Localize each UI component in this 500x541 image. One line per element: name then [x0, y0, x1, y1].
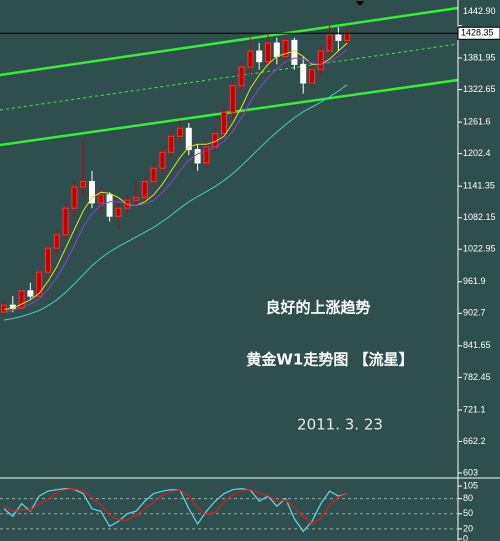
annotation: 2011. 3. 23	[297, 416, 383, 434]
candle-body	[221, 111, 227, 135]
y-tick-label: 0	[463, 533, 468, 541]
y-tick-label: 1261.6	[463, 116, 491, 126]
last-price-box	[457, 26, 500, 40]
y-tick-label: 1381.95	[463, 52, 496, 62]
candle-body	[27, 290, 34, 297]
candle-body	[133, 197, 139, 201]
y-tick-label: 1322.65	[463, 84, 496, 94]
trend-line	[0, 6, 459, 77]
candle-body	[203, 146, 210, 164]
y-tick-label: 603	[463, 467, 478, 477]
y-tick-label: 1082.15	[463, 212, 496, 222]
y-tick-label: 961.9	[463, 276, 486, 286]
candle-body	[159, 151, 166, 169]
candle-body	[335, 34, 342, 41]
candle-body	[1, 304, 7, 313]
candle-body	[89, 181, 95, 204]
y-tick-label: 841.65	[463, 340, 491, 350]
candle-body	[141, 181, 148, 199]
candle-body	[273, 42, 280, 57]
y-tick-label: 902.7	[463, 308, 486, 318]
y-tick-label: 1141.35	[463, 181, 495, 191]
y-tick-label: 1202.4	[463, 148, 491, 158]
candle-body	[229, 85, 236, 113]
candle-body	[256, 50, 263, 63]
candle-body	[309, 69, 315, 84]
annotation: 良好的上涨趋势	[265, 299, 370, 317]
candle-body	[80, 181, 87, 188]
annotation: 黄金W1走势图 【流星】	[246, 351, 413, 369]
oscillator-line	[3, 488, 348, 525]
candle-body	[247, 50, 254, 68]
y-tick-label: 80	[463, 493, 473, 503]
candle-body	[177, 127, 183, 137]
candle-body	[282, 39, 289, 57]
candle-body	[97, 194, 104, 204]
oscillator-line	[3, 487, 348, 533]
candle-body	[317, 50, 324, 71]
candle-body	[45, 247, 51, 273]
ma-line	[3, 42, 348, 310]
y-tick-label: 662.2	[463, 436, 486, 446]
candle-body	[326, 34, 333, 52]
candle-body	[36, 271, 43, 297]
candle-body	[238, 66, 245, 87]
y-tick-label: 50	[463, 508, 473, 518]
last-price-label: 1428.35	[461, 28, 494, 38]
candle-body	[150, 167, 157, 183]
trend-line	[0, 43, 459, 111]
candle-body	[194, 149, 201, 164]
candle-body	[344, 32, 351, 41]
ma-line	[3, 49, 348, 313]
candle-body	[300, 63, 307, 84]
candle-body	[53, 234, 60, 249]
marker	[356, 1, 364, 6]
y-tick-label: 782.45	[463, 372, 491, 382]
candle-body	[265, 42, 271, 63]
candle-body	[168, 135, 175, 153]
trend-line	[0, 78, 459, 147]
y-tick-label: 20	[463, 523, 473, 533]
candle-body	[106, 194, 113, 217]
y-tick-label: 721.1	[463, 404, 486, 414]
y-tick-label: 1442.90	[463, 6, 496, 16]
y-tick-label: 105	[463, 480, 478, 490]
candle-body	[115, 207, 122, 217]
ma-line	[3, 84, 348, 321]
candle-body	[18, 290, 25, 309]
candle-body	[62, 207, 69, 236]
candle-body	[71, 186, 78, 209]
candle-body	[185, 127, 192, 151]
y-tick-label: 1022.95	[463, 244, 496, 254]
